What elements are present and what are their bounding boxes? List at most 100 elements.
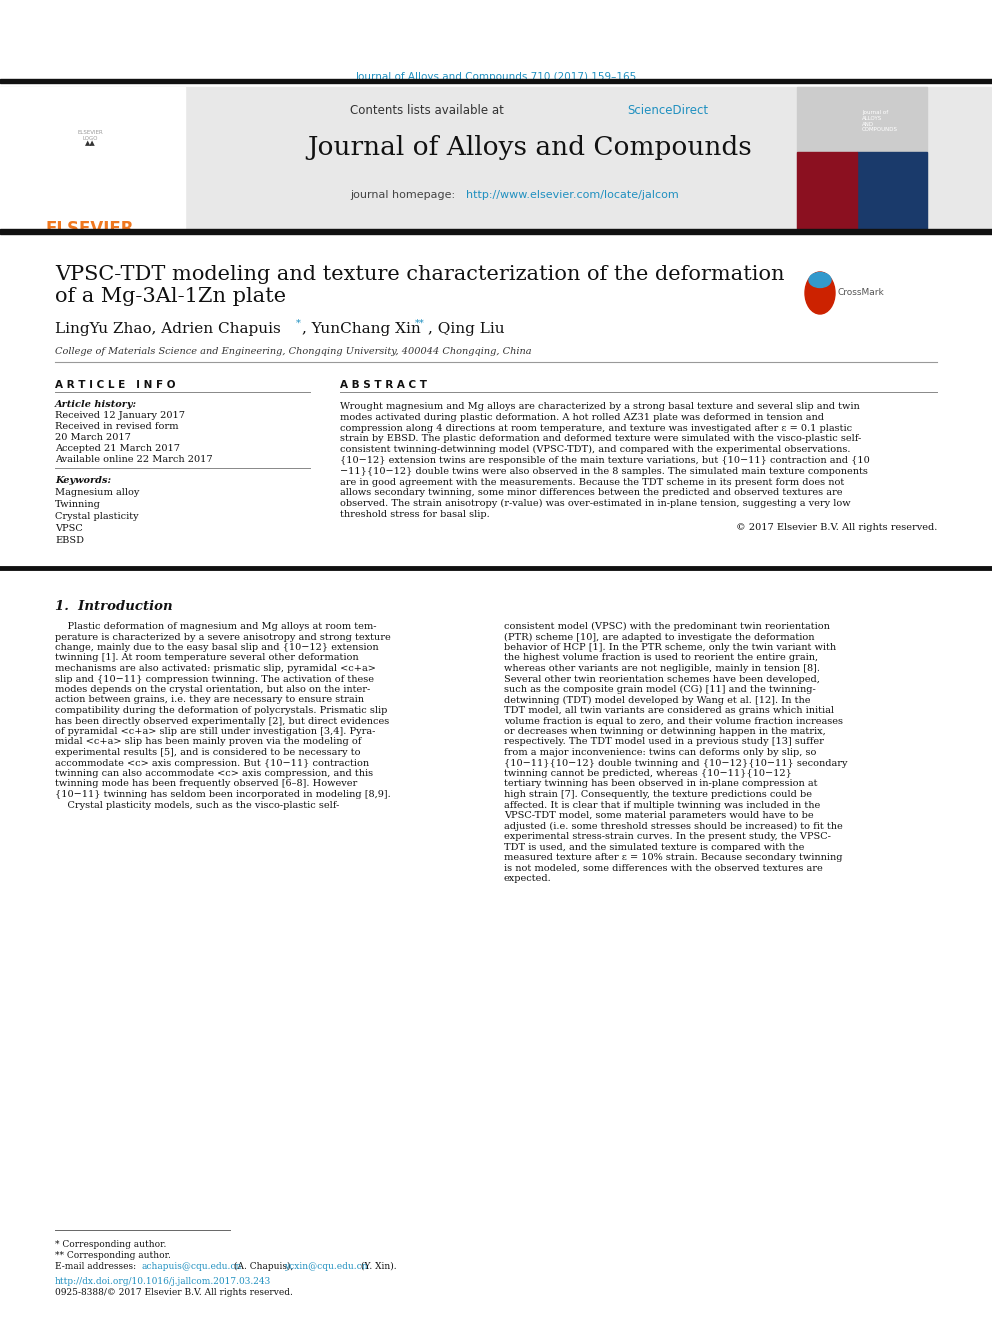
Text: strain by EBSD. The plastic deformation and deformed texture were simulated with: strain by EBSD. The plastic deformation …: [340, 434, 861, 443]
Text: experimental results [5], and is considered to be necessary to: experimental results [5], and is conside…: [55, 747, 360, 757]
Text: Crystal plasticity models, such as the visco-plastic self-: Crystal plasticity models, such as the v…: [55, 800, 339, 810]
Text: 1.  Introduction: 1. Introduction: [55, 601, 173, 613]
Bar: [797, 87, 927, 232]
Text: ▲▲: ▲▲: [84, 140, 95, 146]
Text: A R T I C L E   I N F O: A R T I C L E I N F O: [55, 380, 176, 390]
Text: of pyramidal <c+a> slip are still under investigation [3,4]. Pyra-: of pyramidal <c+a> slip are still under …: [55, 728, 375, 736]
Text: adjusted (i.e. some threshold stresses should be increased) to fit the: adjusted (i.e. some threshold stresses s…: [504, 822, 843, 831]
Text: or decreases when twinning or detwinning happen in the matrix,: or decreases when twinning or detwinning…: [504, 728, 825, 736]
Text: TDT is used, and the simulated texture is compared with the: TDT is used, and the simulated texture i…: [504, 843, 805, 852]
Text: compatibility during the deformation of polycrystals. Prismatic slip: compatibility during the deformation of …: [55, 706, 387, 714]
Ellipse shape: [809, 273, 831, 287]
Text: {10−11} twinning has seldom been incorporated in modeling [8,9].: {10−11} twinning has seldom been incorpo…: [55, 790, 391, 799]
Text: expected.: expected.: [504, 875, 552, 882]
Bar: [0, 87, 992, 232]
Text: twinning [1]. At room temperature several other deformation: twinning [1]. At room temperature severa…: [55, 654, 359, 663]
Text: change, mainly due to the easy basal slip and {10−12} extension: change, mainly due to the easy basal sli…: [55, 643, 379, 652]
Text: http://dx.doi.org/10.1016/j.jallcom.2017.03.243: http://dx.doi.org/10.1016/j.jallcom.2017…: [55, 1277, 271, 1286]
Text: −11}{10−12} double twins were also observed in the 8 samples. The simulated main: −11}{10−12} double twins were also obser…: [340, 467, 868, 476]
Text: Received 12 January 2017: Received 12 January 2017: [55, 411, 185, 419]
Text: LingYu Zhao, Adrien Chapuis: LingYu Zhao, Adrien Chapuis: [55, 321, 281, 336]
Text: Several other twin reorientation schemes have been developed,: Several other twin reorientation schemes…: [504, 675, 819, 684]
Text: E-mail addresses:: E-mail addresses:: [55, 1262, 139, 1271]
Text: VPSC-TDT model, some material parameters would have to be: VPSC-TDT model, some material parameters…: [504, 811, 813, 820]
Text: (A. Chapuis),: (A. Chapuis),: [231, 1262, 297, 1271]
Text: {10−11}{10−12} double twinning and {10−12}{10−11} secondary: {10−11}{10−12} double twinning and {10−1…: [504, 758, 847, 767]
Text: Journal of Alloys and Compounds 710 (2017) 159–165: Journal of Alloys and Compounds 710 (201…: [355, 71, 637, 82]
Text: Article history:: Article history:: [55, 400, 137, 409]
Text: twinning cannot be predicted, whereas {10−11}{10−12}: twinning cannot be predicted, whereas {1…: [504, 769, 792, 778]
Text: VPSC: VPSC: [55, 524, 82, 533]
Text: volume fraction is equal to zero, and their volume fraction increases: volume fraction is equal to zero, and th…: [504, 717, 843, 725]
Bar: [10, 112, 170, 206]
Text: measured texture after ε = 10% strain. Because secondary twinning: measured texture after ε = 10% strain. B…: [504, 853, 842, 863]
Text: the highest volume fraction is used to reorient the entire grain,: the highest volume fraction is used to r…: [504, 654, 818, 663]
Bar: [0, 229, 992, 234]
Text: CrossMark: CrossMark: [838, 288, 885, 296]
Text: ELSEVIER
LOGO: ELSEVIER LOGO: [77, 130, 103, 140]
Text: whereas other variants are not negligible, mainly in tension [8].: whereas other variants are not negligibl…: [504, 664, 820, 673]
Text: 0925-8388/© 2017 Elsevier B.V. All rights reserved.: 0925-8388/© 2017 Elsevier B.V. All right…: [55, 1289, 293, 1297]
Text: Magnesium alloy: Magnesium alloy: [55, 488, 139, 497]
Text: *: *: [296, 319, 301, 328]
Text: tertiary twinning has been observed in in-plane compression at: tertiary twinning has been observed in i…: [504, 779, 817, 789]
Text: Received in revised form: Received in revised form: [55, 422, 179, 431]
Text: , Qing Liu: , Qing Liu: [428, 321, 505, 336]
Text: threshold stress for basal slip.: threshold stress for basal slip.: [340, 509, 490, 519]
Text: Keywords:: Keywords:: [55, 476, 111, 486]
Text: Twinning: Twinning: [55, 500, 101, 509]
Text: A B S T R A C T: A B S T R A C T: [340, 380, 427, 390]
Text: allows secondary twinning, some minor differences between the predicted and obse: allows secondary twinning, some minor di…: [340, 488, 842, 497]
Text: Crystal plasticity: Crystal plasticity: [55, 512, 139, 521]
Text: behavior of HCP [1]. In the PTR scheme, only the twin variant with: behavior of HCP [1]. In the PTR scheme, …: [504, 643, 836, 652]
Text: journal homepage:: journal homepage:: [350, 191, 458, 200]
Text: accommodate <c> axis compression. But {10−11} contraction: accommodate <c> axis compression. But {1…: [55, 758, 369, 767]
Text: modes activated during plastic deformation. A hot rolled AZ31 plate was deformed: modes activated during plastic deformati…: [340, 413, 824, 422]
Text: modes depends on the crystal orientation, but also on the inter-: modes depends on the crystal orientation…: [55, 685, 370, 695]
Text: observed. The strain anisotropy (r-value) was over-estimated in in-plane tension: observed. The strain anisotropy (r-value…: [340, 499, 850, 508]
Text: mechanisms are also activated: prismatic slip, pyramidal <c+a>: mechanisms are also activated: prismatic…: [55, 664, 376, 673]
Text: perature is characterized by a severe anisotropy and strong texture: perature is characterized by a severe an…: [55, 632, 391, 642]
Text: © 2017 Elsevier B.V. All rights reserved.: © 2017 Elsevier B.V. All rights reserved…: [736, 523, 937, 532]
Bar: [0, 79, 992, 83]
Bar: [797, 152, 857, 232]
Text: action between grains, i.e. they are necessary to ensure strain: action between grains, i.e. they are nec…: [55, 696, 364, 705]
Text: achapuis@cqu.edu.cn: achapuis@cqu.edu.cn: [141, 1262, 241, 1271]
Text: ** Corresponding author.: ** Corresponding author.: [55, 1252, 171, 1259]
Text: ELSEVIER: ELSEVIER: [46, 220, 134, 238]
Text: ycxin@cqu.edu.cn: ycxin@cqu.edu.cn: [284, 1262, 368, 1271]
Text: detwinning (TDT) model developed by Wang et al. [12]. In the: detwinning (TDT) model developed by Wang…: [504, 696, 810, 705]
Text: slip and {10−11} compression twinning. The activation of these: slip and {10−11} compression twinning. T…: [55, 675, 374, 684]
Text: is not modeled, some differences with the observed textures are: is not modeled, some differences with th…: [504, 864, 822, 872]
Text: of a Mg-3Al-1Zn plate: of a Mg-3Al-1Zn plate: [55, 287, 286, 306]
Text: has been directly observed experimentally [2], but direct evidences: has been directly observed experimentall…: [55, 717, 389, 725]
Text: VPSC-TDT modeling and texture characterization of the deformation: VPSC-TDT modeling and texture characteri…: [55, 265, 785, 284]
Text: compression along 4 directions at room temperature, and texture was investigated: compression along 4 directions at room t…: [340, 423, 852, 433]
Text: Journal of Alloys and Compounds: Journal of Alloys and Compounds: [308, 135, 752, 160]
Text: such as the composite grain model (CG) [11] and the twinning-: such as the composite grain model (CG) […: [504, 685, 815, 695]
Text: consistent model (VPSC) with the predominant twin reorientation: consistent model (VPSC) with the predomi…: [504, 622, 830, 631]
Text: EBSD: EBSD: [55, 536, 84, 545]
Text: Journal of
ALLOYS
AND
COMPOUNDS: Journal of ALLOYS AND COMPOUNDS: [862, 110, 898, 132]
Text: Contents lists available at: Contents lists available at: [350, 105, 508, 116]
Text: midal <c+a> slip has been mainly proven via the modeling of: midal <c+a> slip has been mainly proven …: [55, 737, 361, 746]
Ellipse shape: [805, 273, 835, 314]
Text: 20 March 2017: 20 March 2017: [55, 433, 131, 442]
Text: Available online 22 March 2017: Available online 22 March 2017: [55, 455, 212, 464]
Text: affected. It is clear that if multiple twinning was included in the: affected. It is clear that if multiple t…: [504, 800, 820, 810]
Text: high strain [7]. Consequently, the texture predictions could be: high strain [7]. Consequently, the textu…: [504, 790, 812, 799]
Text: (PTR) scheme [10], are adapted to investigate the deformation: (PTR) scheme [10], are adapted to invest…: [504, 632, 814, 642]
Text: are in good agreement with the measurements. Because the TDT scheme in its prese: are in good agreement with the measureme…: [340, 478, 844, 487]
Text: twinning mode has been frequently observed [6–8]. However: twinning mode has been frequently observ…: [55, 779, 357, 789]
Text: respectively. The TDT model used in a previous study [13] suffer: respectively. The TDT model used in a pr…: [504, 737, 824, 746]
Text: Wrought magnesium and Mg alloys are characterized by a strong basal texture and : Wrought magnesium and Mg alloys are char…: [340, 402, 860, 411]
Text: from a major inconvenience: twins can deforms only by slip, so: from a major inconvenience: twins can de…: [504, 747, 816, 757]
Text: ScienceDirect: ScienceDirect: [627, 105, 708, 116]
Text: (Y. Xin).: (Y. Xin).: [358, 1262, 397, 1271]
Text: experimental stress-strain curves. In the present study, the VPSC-: experimental stress-strain curves. In th…: [504, 832, 831, 841]
Text: * Corresponding author.: * Corresponding author.: [55, 1240, 167, 1249]
Bar: [857, 152, 927, 232]
Bar: [0, 87, 185, 232]
Text: Accepted 21 March 2017: Accepted 21 March 2017: [55, 445, 180, 452]
Text: Plastic deformation of magnesium and Mg alloys at room tem-: Plastic deformation of magnesium and Mg …: [55, 622, 377, 631]
